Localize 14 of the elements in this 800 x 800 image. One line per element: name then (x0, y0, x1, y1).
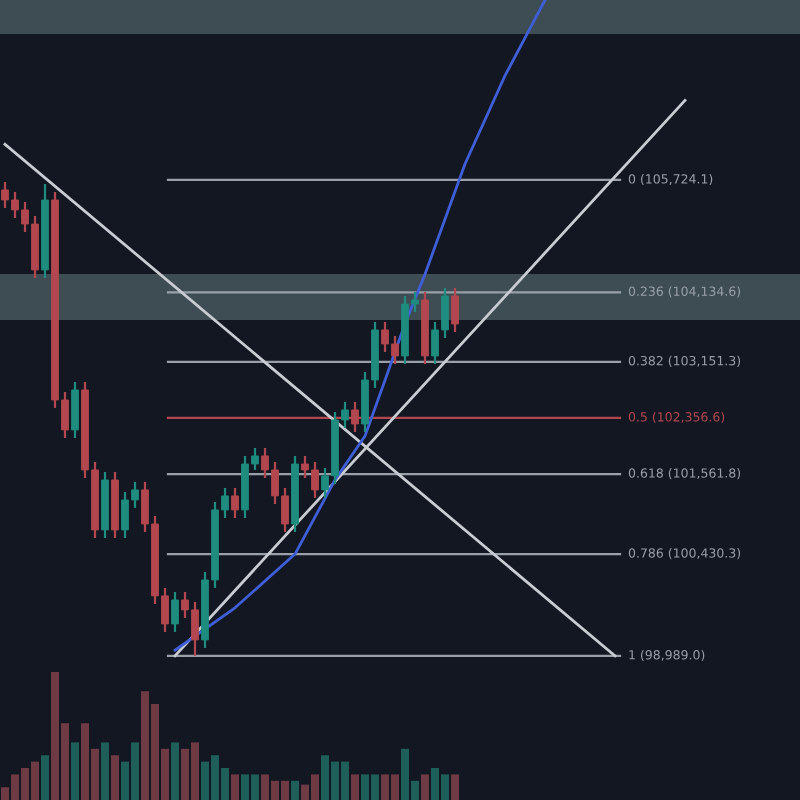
candlestick (171, 590, 179, 634)
bar (41, 755, 49, 800)
bar (111, 755, 119, 800)
candlestick (231, 486, 239, 520)
bar (451, 774, 459, 800)
bar (101, 742, 109, 800)
bar (291, 780, 299, 800)
candlestick (451, 286, 459, 334)
bar (421, 774, 429, 800)
candlestick (71, 380, 79, 440)
bar (231, 774, 239, 800)
bar (71, 742, 79, 800)
bar (171, 742, 179, 800)
bar (351, 774, 359, 800)
